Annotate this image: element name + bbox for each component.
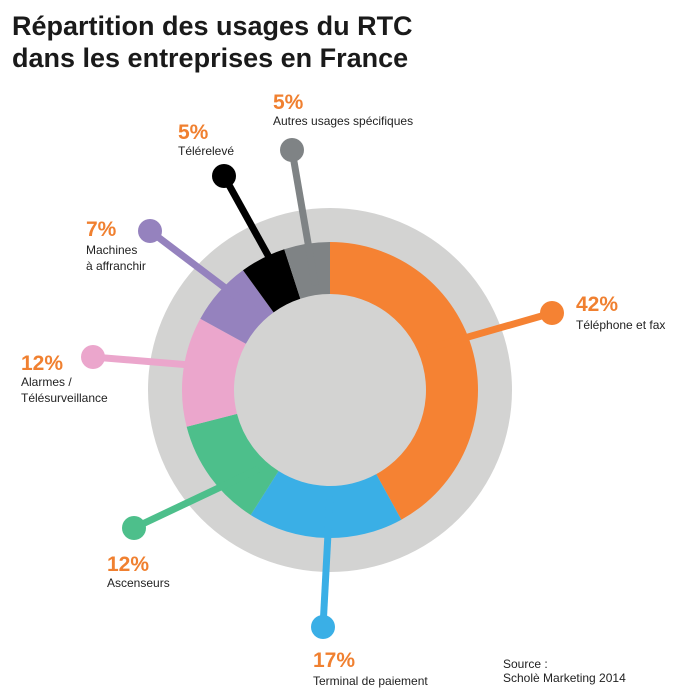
source-label: Source : <box>503 657 548 671</box>
callout-line-telereleve <box>220 174 292 295</box>
callout-dot-machines-a-affranchir <box>138 219 162 243</box>
category-label-machines-a-affranchir-line-1: Machines <box>86 243 137 257</box>
source-name: Scholè Marketing 2014 <box>503 671 626 685</box>
callout-dot-ascenseurs <box>122 516 146 540</box>
callout-dot-telereleve <box>212 164 236 188</box>
category-label-autres-usages-specifiques: Autres usages spécifiques <box>273 114 413 128</box>
pct-label-autres-usages-specifiques: 5% <box>273 91 304 114</box>
chart-title: Répartition des usages du RTC dans les e… <box>12 10 413 74</box>
pct-label-telereleve: 5% <box>178 121 209 144</box>
callout-dot-terminal-de-paiement <box>311 615 335 639</box>
callout-line-alarmes-telesurveillance <box>92 353 227 372</box>
pct-label-ascenseurs: 12% <box>107 553 149 576</box>
chart-title-line-1: Répartition des usages du RTC <box>12 11 413 41</box>
category-label-telephone-et-fax: Téléphone et fax <box>576 318 665 332</box>
slice-ascenseurs <box>186 413 279 515</box>
category-label-terminal-de-paiement: Terminal de paiement <box>313 674 428 688</box>
chart-title-line-2: dans les entreprises en France <box>12 43 409 73</box>
category-label-alarmes-telesurveillance-line-2: Télésurveillance <box>21 391 108 405</box>
slice-alarmes-telesurveillance <box>182 318 246 427</box>
category-label-ascenseurs: Ascenseurs <box>107 576 170 590</box>
category-label-telereleve: Télérelevé <box>178 144 234 158</box>
pct-label-machines-a-affranchir: 7% <box>86 218 117 241</box>
pct-label-alarmes-telesurveillance: 12% <box>21 352 63 375</box>
category-label-alarmes-telesurveillance-line-1: Alarmes / <box>21 375 72 389</box>
slice-machines-a-affranchir <box>200 270 274 344</box>
category-label-machines-a-affranchir-line-2: à affranchir <box>86 259 146 273</box>
callout-line-autres-usages-specifiques <box>288 149 319 286</box>
pct-label-telephone-et-fax: 42% <box>576 293 618 316</box>
callout-line-ascenseurs <box>132 465 261 532</box>
callout-dot-telephone-et-fax <box>540 301 564 325</box>
slice-telephone-et-fax <box>330 242 478 520</box>
slice-terminal-de-paiement <box>250 471 402 538</box>
callout-line-machines-a-affranchir <box>147 228 260 316</box>
source-note: Source : Scholè Marketing 2014 <box>503 657 626 685</box>
callout-line-telephone-et-fax <box>426 309 553 352</box>
slice-autres-usages-specifiques <box>284 242 330 299</box>
donut-center <box>236 296 424 484</box>
callout-dot-autres-usages-specifiques <box>280 138 304 162</box>
slice-telereleve <box>243 249 301 313</box>
callout-dot-alarmes-telesurveillance <box>81 345 105 369</box>
callout-line-terminal-de-paiement <box>319 495 334 628</box>
pct-label-terminal-de-paiement: 17% <box>313 649 355 672</box>
